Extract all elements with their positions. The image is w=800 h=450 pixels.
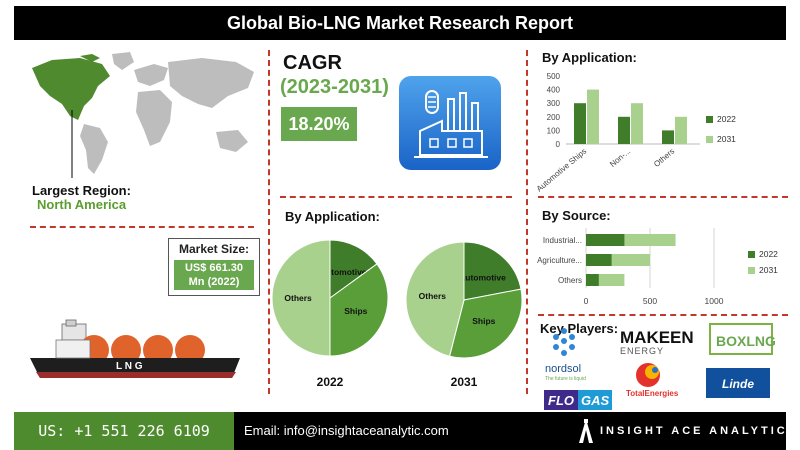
factory-icon: [399, 76, 501, 170]
cagr-value: 18.20%: [281, 107, 357, 141]
bar-src-xtick-1: 500: [643, 296, 657, 306]
cagr-label: CAGR: [283, 52, 342, 74]
divider-left: [268, 50, 270, 394]
bar-src-legend-2031: 2031: [759, 265, 778, 275]
footer-brand: INSIGHT ACE ANALYTIC: [600, 425, 788, 437]
pie-2022-label-ships: Ships: [344, 306, 367, 316]
bar-app-legend-2022: 2022: [717, 114, 736, 124]
divider-right-h: [538, 196, 788, 198]
pie-year-label-2022: 2022: [317, 375, 344, 389]
logo-linde: Linde: [722, 377, 754, 391]
logo-nordsol-tagline: The future is liquid: [545, 376, 586, 382]
footer-email[interactable]: Email: info@insightaceanalytic.com: [244, 423, 449, 438]
bar-app-category-2: Others: [652, 147, 676, 169]
pie-2031-slice-others: [405, 241, 465, 357]
pie-2031-label-automotive: Automotive: [459, 273, 506, 283]
bar-src-2022-2: [586, 274, 599, 286]
pie-2022-slice-others: [271, 239, 331, 357]
bar-src-legend-swatch-2022: [748, 251, 755, 258]
logo-nordsol: nordsol: [545, 363, 581, 375]
logo-makeen: MAKEEN: [620, 328, 694, 347]
logo-flo: FLO: [548, 393, 574, 408]
bar-app-2022-1: [618, 116, 630, 144]
logo-boxlng-frame: [709, 323, 773, 355]
report-title: Global Bio-LNG Market Research Report: [14, 6, 786, 40]
logo-nordsol-icon: [553, 328, 575, 356]
logo-makeen-energy: ENERGY: [620, 346, 664, 356]
bar-app-2031-0: [587, 89, 599, 144]
bar-app-2022-2: [662, 130, 674, 144]
pie-2031-label-others: Others: [419, 291, 447, 301]
bar-app-2031-2: [675, 116, 687, 144]
bar-src-xtick-2: 1000: [705, 296, 724, 306]
pie-2022-slice-automotive: [329, 239, 378, 299]
bar-app-category-1: Non-...: [608, 147, 632, 169]
pie-2022-label-others: Others: [284, 293, 312, 303]
key-players-logos: MAKEEN ENERGY BOXLNG nordsol The future …: [544, 323, 776, 410]
pie-charts: Automotive Ships Others 2022 Automotive Ships…: [271, 239, 523, 389]
bar-src-legend-2022: 2022: [759, 249, 778, 259]
logo-totalenergies: TotalEnergies: [626, 389, 679, 398]
footer-bar: [234, 412, 786, 450]
bar-app-chart: 0 100 200 300 400 500 Automotive Ships Non-... O…: [535, 72, 736, 194]
bar-src-2022-1: [586, 254, 612, 266]
insightace-logo-icon: [579, 419, 593, 443]
bar-app-title: By Application:: [542, 50, 637, 65]
bar-app-ytick-0: 0: [556, 140, 561, 149]
pie-2031-slice-automotive: [463, 241, 522, 301]
logo-linde-frame: [706, 368, 770, 398]
bar-app-ytick-5: 500: [547, 72, 561, 81]
pie-2022-label-automotive: Automotive: [320, 267, 367, 277]
divider-mid-h: [280, 196, 512, 198]
logo-flogas-frame-flo: [544, 390, 578, 410]
market-size-value-line1: US$ 661.30: [184, 262, 244, 274]
bar-app-legend-swatch-2031: [706, 136, 713, 143]
bar-source-title: By Source:: [542, 208, 611, 223]
bar-app-category-0: Automotive Ships: [535, 147, 588, 194]
world-map-icon: [32, 52, 254, 178]
logo-totalenergies-icon: [636, 363, 660, 387]
bar-app-ytick-1: 100: [547, 126, 561, 135]
market-size-value-line2: Mn (2022): [188, 276, 240, 288]
bar-app-2022-0: [574, 103, 586, 144]
pie-section-title: By Application:: [285, 209, 380, 224]
divider-right: [526, 50, 528, 394]
logo-gas: GAS: [581, 393, 610, 408]
bar-src-category-2: Others: [558, 276, 582, 285]
lng-ship-icon: L N G: [30, 319, 240, 378]
largest-region-value: North America: [37, 197, 127, 212]
bar-app-legend-swatch-2022: [706, 116, 713, 123]
bar-src-2022-0: [586, 234, 625, 246]
key-players-title: Key Players:: [540, 321, 619, 336]
logo-boxlng: BOXLNG: [716, 333, 776, 349]
bar-app-ytick-3: 300: [547, 99, 561, 108]
bar-app-ytick-2: 200: [547, 113, 561, 122]
ship-lng-label: L N G: [116, 361, 143, 372]
pie-2031-slice-ships: [448, 288, 523, 359]
pie-2031-label-ships: Ships: [472, 316, 495, 326]
bar-src-xtick-0: 0: [584, 296, 589, 306]
largest-region-label: Largest Region:: [32, 183, 131, 198]
bar-src-category-0: Industrial...: [543, 236, 582, 245]
bar-source-chart: 0 500 1000 Industrial... Agriculture... Other…: [537, 228, 778, 306]
bar-src-category-1: Agriculture...: [537, 256, 582, 265]
market-size-label: Market Size:: [178, 242, 250, 256]
footer-phone: US: +1 551 226 6109: [14, 412, 234, 450]
divider-left-h: [30, 226, 254, 228]
bar-app-ytick-4: 400: [547, 86, 561, 95]
divider-right-h2: [538, 314, 788, 316]
cagr-years: (2023-2031): [280, 76, 389, 98]
pie-2022-slice-ships: [329, 263, 389, 357]
bar-src-legend-swatch-2031: [748, 267, 755, 274]
market-size-value: US$ 661.30 Mn (2022): [174, 260, 254, 290]
logo-flogas-frame-gas: [578, 390, 612, 410]
bar-app-legend-2031: 2031: [717, 134, 736, 144]
bar-app-2031-1: [631, 103, 643, 144]
pie-year-label-2031: 2031: [451, 375, 478, 389]
